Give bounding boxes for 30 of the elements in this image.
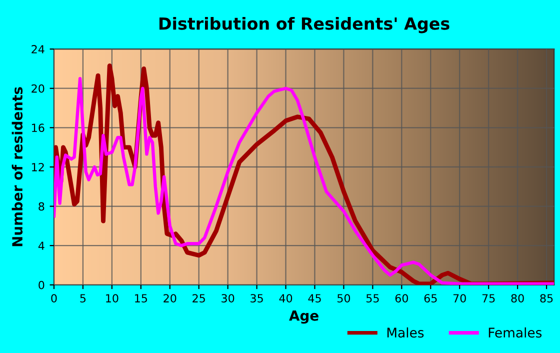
- x-axis-title: Age: [289, 310, 318, 324]
- y-tick-label: 4: [38, 242, 44, 250]
- y-tick-label: 24: [32, 45, 44, 54]
- y-tick-label: 16: [32, 124, 44, 132]
- y-tick-label: 0: [38, 280, 44, 290]
- y-tick-label: 8: [38, 202, 44, 211]
- x-tick-label: 45: [308, 294, 321, 302]
- x-tick-label: 30: [222, 294, 234, 302]
- legend-label: Females: [488, 327, 542, 338]
- x-tick-label: 0: [51, 294, 57, 302]
- y-tick-label: 12: [32, 162, 44, 172]
- x-tick-label: 5: [80, 294, 86, 302]
- y-tick-label: 20: [32, 84, 44, 93]
- x-tick-label: 40: [279, 294, 292, 302]
- x-tick-label: 50: [338, 294, 350, 302]
- x-tick-label: 60: [395, 294, 408, 302]
- legend-label: Males: [387, 327, 424, 338]
- x-tick-label: 35: [250, 294, 263, 302]
- x-tick-label: 25: [192, 294, 205, 302]
- x-tick-label: 80: [511, 294, 524, 302]
- x-tick-label: 20: [164, 294, 176, 302]
- x-tick-label: 75: [482, 294, 495, 302]
- chart-title: Distribution of Residents' Ages: [159, 16, 450, 34]
- y-axis-title: Number of residents: [12, 87, 23, 246]
- x-tick-label: 65: [424, 294, 437, 302]
- x-tick-label: 15: [135, 294, 148, 302]
- x-tick-label: 55: [366, 294, 379, 302]
- x-tick-label: 70: [453, 294, 466, 302]
- x-tick-label: 10: [106, 294, 118, 302]
- x-tick-label: 85: [540, 294, 553, 302]
